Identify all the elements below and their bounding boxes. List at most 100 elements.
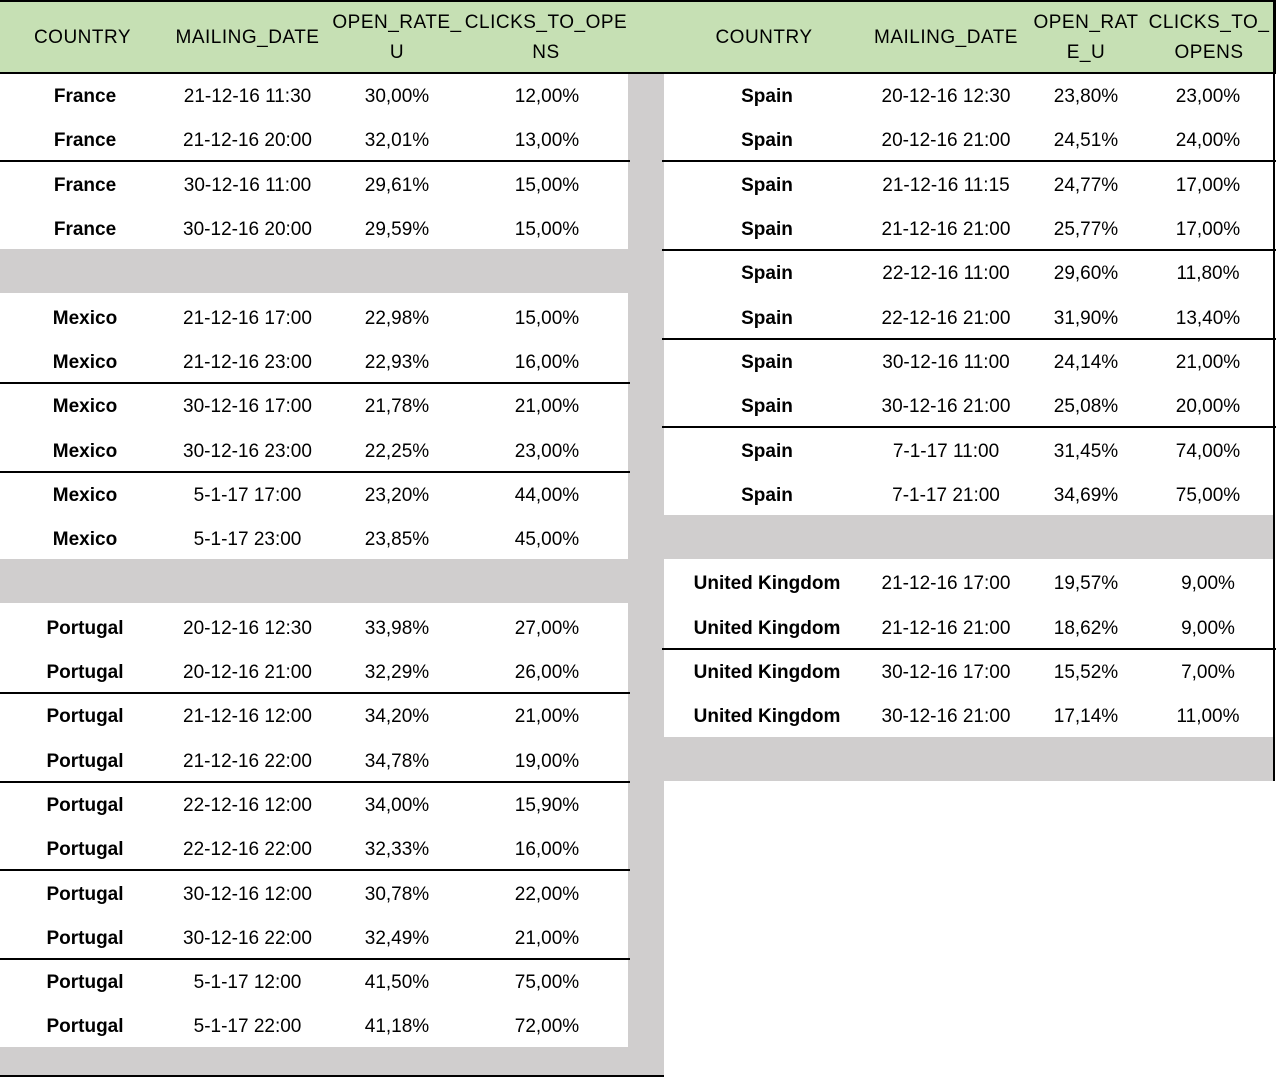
cell-date: 20-12-16 21:00 — [881, 130, 1011, 151]
cell-country: Portugal — [46, 1016, 124, 1037]
cell-country: Spain — [741, 441, 793, 462]
cell-open: 41,18% — [364, 1016, 430, 1037]
cell-country: Portugal — [46, 706, 124, 727]
cell-date: 30-12-16 12:00 — [183, 884, 312, 905]
cell-date: 5-1-17 22:00 — [193, 1016, 302, 1037]
cell-date: 5-1-17 12:00 — [193, 972, 302, 993]
cell-country: Portugal — [46, 839, 124, 860]
cell-date: 20-12-16 21:00 — [183, 662, 312, 683]
cell-open: 41,50% — [364, 972, 430, 993]
cell-country: Mexico — [52, 485, 118, 506]
cell-date: 30-12-16 17:00 — [881, 662, 1011, 683]
cell-clicks: 24,00% — [1175, 130, 1241, 151]
cell-clicks: 21,00% — [514, 928, 580, 949]
cell-open: 23,85% — [364, 529, 430, 550]
header-country: COUNTRY — [33, 27, 132, 48]
group-gap — [664, 737, 1274, 781]
group-gap — [0, 559, 628, 603]
cell-clicks: 9,00% — [1181, 618, 1235, 639]
group-divider — [662, 249, 1276, 251]
cell-date: 21-12-16 17:00 — [183, 308, 312, 329]
cell-date: 30-12-16 22:00 — [183, 928, 312, 949]
cell-open: 32,49% — [364, 928, 430, 949]
cell-country: Spain — [741, 485, 793, 506]
table-separator — [628, 74, 664, 1076]
cell-clicks: 16,00% — [514, 839, 580, 860]
cell-country: Spain — [741, 130, 793, 151]
cell-country: Spain — [741, 219, 793, 240]
cell-date: 30-12-16 20:00 — [183, 219, 312, 240]
header-mailing-date: MAILING_DATE — [175, 27, 320, 48]
right-table-header: COUNTRY MAILING_DATE OPEN_RAT E_U CLICKS… — [664, 0, 1276, 74]
cell-clicks: 17,00% — [1175, 175, 1241, 196]
cell-open: 23,80% — [1053, 86, 1119, 107]
cell-open: 18,62% — [1053, 618, 1119, 639]
cell-clicks: 45,00% — [514, 529, 580, 550]
right-table-border — [1273, 0, 1275, 781]
cell-clicks: 23,00% — [514, 441, 580, 462]
cell-country: France — [53, 86, 117, 107]
cell-clicks: 15,00% — [514, 308, 580, 329]
cell-clicks: 20,00% — [1175, 396, 1241, 417]
cell-open: 15,52% — [1053, 662, 1119, 683]
cell-country: Portugal — [46, 662, 124, 683]
cell-date: 21-12-16 12:00 — [183, 706, 312, 727]
cell-open: 24,14% — [1053, 352, 1119, 373]
group-gap — [664, 515, 1274, 559]
cell-clicks: 21,00% — [1175, 352, 1241, 373]
group-divider — [662, 160, 1276, 162]
cell-open: 23,20% — [364, 485, 430, 506]
cell-clicks: 7,00% — [1181, 662, 1235, 683]
cell-date: 21-12-16 23:00 — [183, 352, 312, 373]
cell-open: 29,61% — [364, 175, 430, 196]
cell-date: 22-12-16 11:00 — [882, 263, 1010, 284]
cell-open: 17,14% — [1053, 706, 1119, 727]
header-clicks-to-opens: CLICKS_TO_OPE NS — [464, 12, 628, 63]
cell-country: Spain — [741, 352, 793, 373]
cell-clicks: 15,00% — [514, 175, 580, 196]
cell-country: Portugal — [46, 751, 124, 772]
cell-open: 30,78% — [364, 884, 430, 905]
cell-open: 32,29% — [364, 662, 430, 683]
cell-open: 32,33% — [364, 839, 430, 860]
cell-clicks: 72,00% — [514, 1016, 580, 1037]
cell-clicks: 21,00% — [514, 396, 580, 417]
cell-country: Portugal — [46, 928, 124, 949]
cell-open: 30,00% — [364, 86, 430, 107]
cell-open: 32,01% — [364, 130, 430, 151]
cell-clicks: 11,00% — [1176, 706, 1240, 727]
cell-open: 34,69% — [1053, 485, 1119, 506]
table-bottom-border — [0, 1075, 664, 1077]
cell-clicks: 12,00% — [514, 86, 580, 107]
cell-country: Spain — [741, 308, 793, 329]
cell-country: France — [53, 130, 117, 151]
cell-clicks: 26,00% — [514, 662, 580, 683]
cell-country: Spain — [741, 175, 793, 196]
cell-clicks: 13,00% — [514, 130, 580, 151]
cell-open: 24,51% — [1053, 130, 1119, 151]
cell-country: Portugal — [46, 795, 124, 816]
cell-date: 20-12-16 12:30 — [881, 86, 1011, 107]
cell-open: 34,78% — [364, 751, 430, 772]
header-clicks-to-opens: CLICKS_TO_ OPENS — [1148, 12, 1270, 63]
cell-date: 30-12-16 21:00 — [881, 396, 1011, 417]
cell-date: 7-1-17 21:00 — [892, 485, 1000, 506]
cell-date: 21-12-16 22:00 — [183, 751, 312, 772]
cell-clicks: 22,00% — [514, 884, 580, 905]
cell-country: United Kingdom — [693, 618, 841, 639]
group-divider — [662, 426, 1276, 428]
cell-clicks: 44,00% — [514, 485, 580, 506]
cell-date: 21-12-16 21:00 — [881, 219, 1011, 240]
cell-date: 30-12-16 21:00 — [881, 706, 1011, 727]
group-divider — [0, 781, 630, 783]
cell-clicks: 75,00% — [514, 972, 580, 993]
group-divider — [0, 382, 630, 384]
cell-open: 29,59% — [364, 219, 430, 240]
cell-clicks: 15,90% — [514, 795, 580, 816]
header-country: COUNTRY — [715, 27, 813, 48]
cell-open: 25,77% — [1053, 219, 1119, 240]
cell-country: Portugal — [46, 972, 124, 993]
cell-date: 7-1-17 11:00 — [892, 441, 1000, 462]
group-divider — [0, 471, 630, 473]
cell-clicks: 27,00% — [514, 618, 580, 639]
